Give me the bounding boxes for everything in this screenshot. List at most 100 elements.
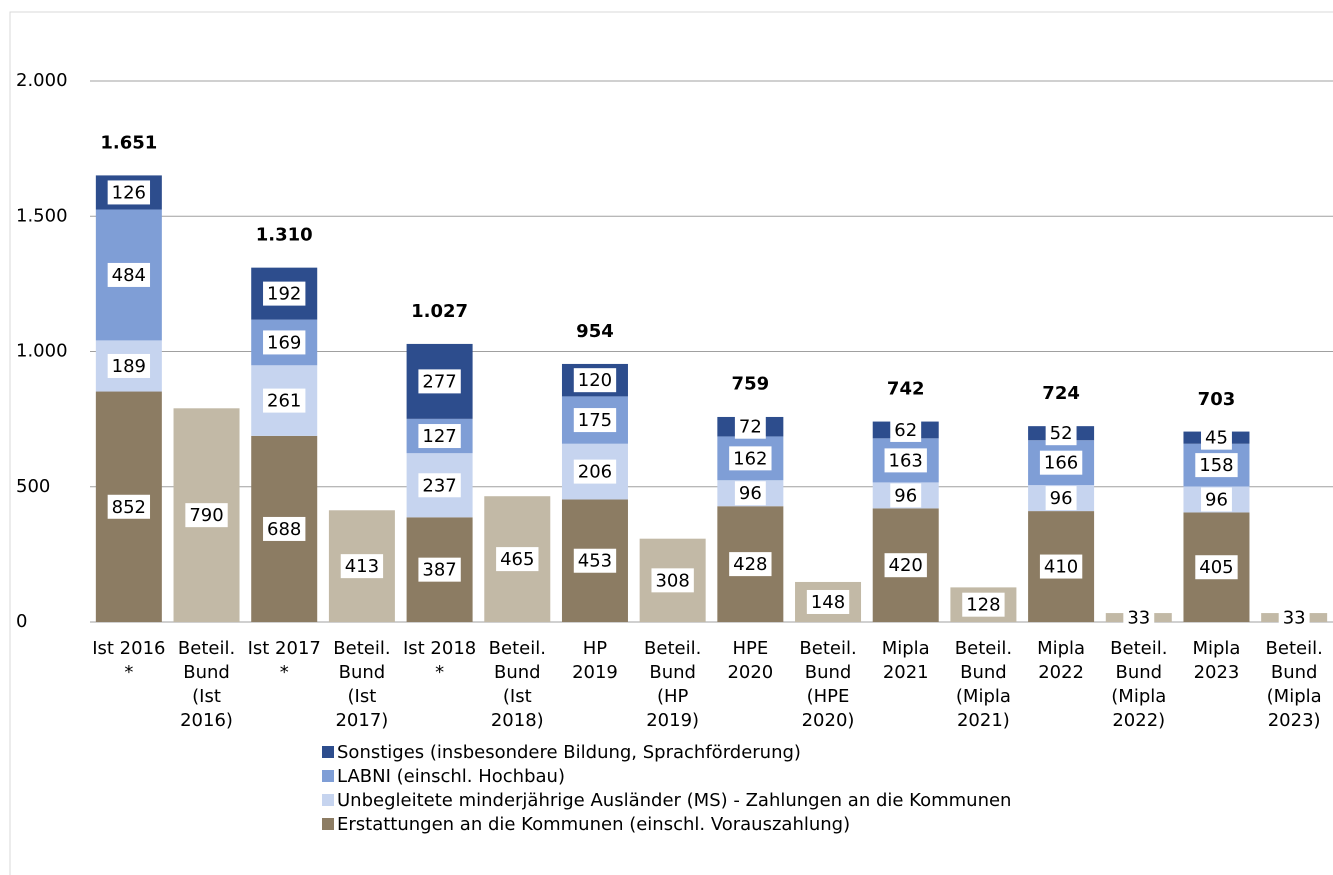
y-tick-label: 2.000 [16, 70, 68, 91]
x-tick-label: (Mipla [1111, 686, 1166, 707]
x-tick-label: Beteil. [799, 638, 856, 659]
total-label: 703 [1198, 389, 1236, 410]
x-tick-label: Beteil. [489, 638, 546, 659]
data-label-box [1195, 453, 1238, 478]
data-label: 96 [1205, 489, 1228, 510]
data-label-box [1045, 486, 1077, 511]
total-label: 742 [887, 378, 925, 399]
x-tick-label: * [280, 662, 289, 683]
data-label: 852 [112, 497, 146, 518]
data-label-box [573, 459, 617, 484]
total-label: 1.310 [256, 225, 313, 246]
x-tick-label: Bund [494, 662, 541, 683]
data-label-box [734, 414, 766, 439]
data-label: 148 [811, 592, 845, 613]
data-label: 413 [345, 556, 379, 577]
x-tick-label: Bund [339, 662, 386, 683]
total-label: 724 [1042, 383, 1080, 404]
x-tick-label: 2019 [572, 662, 618, 683]
data-label: 192 [267, 284, 301, 305]
x-tick-label: Ist 2018 [403, 638, 476, 659]
x-tick-label: 2022) [1112, 710, 1165, 731]
data-label: 120 [578, 370, 612, 391]
data-label-box [1123, 605, 1155, 630]
data-label-box [890, 483, 922, 508]
data-label: 72 [739, 417, 762, 438]
data-label-box [1201, 425, 1232, 450]
legend-label: Erstattungen an die Kommunen (einschl. V… [337, 814, 850, 835]
x-tick-label: (Ist [192, 686, 221, 707]
data-label-box [884, 448, 927, 473]
data-label-box [734, 481, 766, 506]
x-tick-label: 2021 [883, 662, 929, 683]
data-label-box [263, 330, 306, 355]
data-label: 96 [894, 485, 917, 506]
x-tick-label: Bund [649, 662, 696, 683]
x-tick-label: Bund [960, 662, 1007, 683]
x-tick-label: 2020 [727, 662, 773, 683]
data-label: 96 [739, 483, 762, 504]
x-tick-label: Bund [1115, 662, 1162, 683]
data-label: 420 [889, 555, 923, 576]
x-tick-label: (HPE [807, 686, 850, 707]
data-label-box [729, 552, 772, 577]
total-label: 1.027 [411, 301, 468, 322]
data-label-box [185, 503, 228, 528]
data-label: 405 [1199, 557, 1233, 578]
y-tick-label: 500 [16, 476, 50, 497]
x-tick-label: Ist 2016 [92, 638, 165, 659]
y-tick-label: 1.000 [16, 341, 68, 362]
data-label-box [806, 589, 850, 614]
x-tick-label: * [435, 662, 444, 683]
data-label-box [651, 568, 694, 593]
x-tick-label: 2023) [1268, 710, 1321, 731]
x-tick-label: Beteil. [955, 638, 1012, 659]
data-label-box [418, 424, 461, 449]
data-label-box [1278, 605, 1310, 630]
legend-swatch [322, 770, 334, 782]
data-label: 33 [1283, 608, 1306, 629]
data-label: 261 [267, 391, 301, 412]
x-tick-label: 2022 [1038, 662, 1084, 683]
x-tick-label: Beteil. [1110, 638, 1167, 659]
data-label-box [573, 368, 617, 393]
data-label: 158 [1199, 455, 1233, 476]
data-label-box [496, 547, 539, 572]
data-label: 163 [889, 450, 923, 471]
data-label: 790 [189, 505, 223, 526]
data-label: 277 [422, 371, 456, 392]
x-tick-label: 2017) [335, 710, 388, 731]
data-label-box [418, 557, 461, 582]
x-tick-label: (Ist [348, 686, 377, 707]
total-label: 759 [732, 374, 770, 395]
data-label: 387 [422, 560, 456, 581]
x-tick-label: Mipla [1037, 638, 1085, 659]
legend-swatch [322, 818, 334, 830]
data-label-box [962, 592, 1005, 617]
data-label: 127 [422, 426, 456, 447]
data-label-box [890, 417, 922, 442]
data-label: 166 [1044, 453, 1078, 474]
data-label-box [263, 281, 306, 306]
data-label: 126 [112, 182, 146, 203]
data-label: 169 [267, 332, 301, 353]
data-label: 206 [578, 462, 612, 483]
x-tick-label: 2019) [646, 710, 699, 731]
data-label: 62 [894, 420, 917, 441]
data-label: 45 [1205, 428, 1228, 449]
y-tick-label: 0 [16, 611, 27, 632]
data-label-box [1201, 487, 1232, 512]
total-label: 954 [576, 321, 614, 342]
data-label-box [418, 473, 461, 498]
x-tick-label: Bund [183, 662, 230, 683]
data-label: 237 [422, 475, 456, 496]
data-label-box [107, 494, 151, 519]
data-label-box [1039, 554, 1083, 579]
x-tick-label: Beteil. [178, 638, 235, 659]
data-label-box [729, 446, 772, 471]
x-tick-label: 2016) [180, 710, 233, 731]
total-label: 1.651 [100, 132, 157, 153]
data-label-box [263, 516, 306, 541]
data-label-box [418, 369, 461, 394]
data-label: 175 [578, 410, 612, 431]
